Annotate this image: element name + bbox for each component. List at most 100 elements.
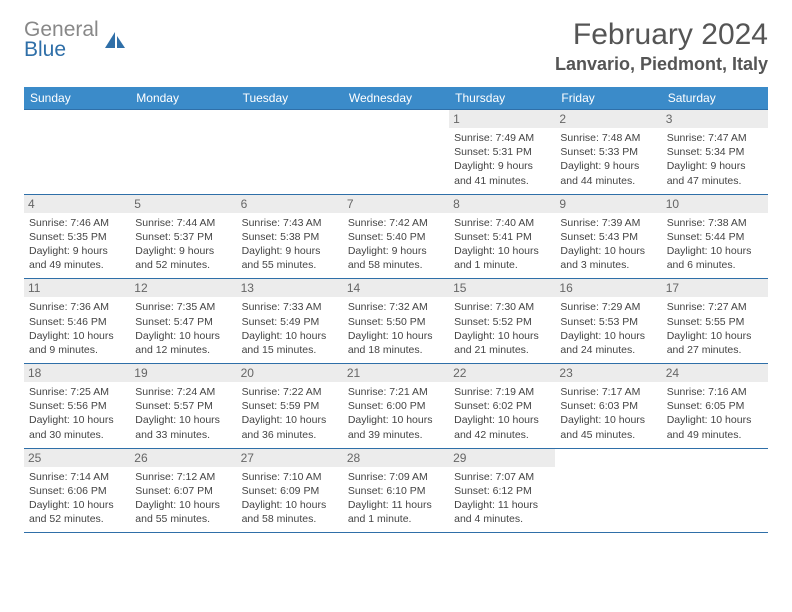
week-row: 4Sunrise: 7:46 AMSunset: 5:35 PMDaylight…: [24, 194, 768, 279]
daylight-text: Daylight: 10 hours and 49 minutes.: [667, 413, 763, 441]
daylight-text: Daylight: 10 hours and 21 minutes.: [454, 329, 550, 357]
daylight-text: Daylight: 11 hours and 4 minutes.: [454, 498, 550, 526]
sunrise-text: Sunrise: 7:36 AM: [29, 300, 125, 314]
day-number: 1: [449, 110, 555, 128]
day-number: 26: [130, 449, 236, 467]
sunrise-text: Sunrise: 7:12 AM: [135, 470, 231, 484]
day-number: 20: [237, 364, 343, 382]
day-number: 25: [24, 449, 130, 467]
sunset-text: Sunset: 6:12 PM: [454, 484, 550, 498]
sun-info: Sunrise: 7:12 AMSunset: 6:07 PMDaylight:…: [135, 470, 231, 527]
sunset-text: Sunset: 6:07 PM: [135, 484, 231, 498]
day-number: 24: [662, 364, 768, 382]
sunrise-text: Sunrise: 7:46 AM: [29, 216, 125, 230]
day-number: 17: [662, 279, 768, 297]
day-cell: [24, 110, 130, 195]
daylight-text: Daylight: 10 hours and 18 minutes.: [348, 329, 444, 357]
sunrise-text: Sunrise: 7:17 AM: [560, 385, 656, 399]
header: General Blue February 2024 Lanvario, Pie…: [24, 18, 768, 75]
sunset-text: Sunset: 5:43 PM: [560, 230, 656, 244]
title-block: February 2024 Lanvario, Piedmont, Italy: [555, 18, 768, 75]
day-cell: [343, 110, 449, 195]
day-number: 4: [24, 195, 130, 213]
sunrise-text: Sunrise: 7:07 AM: [454, 470, 550, 484]
day-number: 3: [662, 110, 768, 128]
day-number: 28: [343, 449, 449, 467]
daylight-text: Daylight: 10 hours and 9 minutes.: [29, 329, 125, 357]
day-cell: 1 Sunrise: 7:49 AMSunset: 5:31 PMDaylight…: [449, 110, 555, 195]
sun-info: Sunrise: 7:07 AMSunset: 6:12 PMDaylight:…: [454, 470, 550, 527]
sunrise-text: Sunrise: 7:48 AM: [560, 131, 656, 145]
day-cell: [130, 110, 236, 195]
day-header-row: SundayMondayTuesdayWednesdayThursdayFrid…: [24, 87, 768, 110]
daylight-text: Daylight: 9 hours and 49 minutes.: [29, 244, 125, 272]
daylight-text: Daylight: 10 hours and 45 minutes.: [560, 413, 656, 441]
day-cell: [662, 448, 768, 533]
day-number: 12: [130, 279, 236, 297]
sun-info: Sunrise: 7:40 AMSunset: 5:41 PMDaylight:…: [454, 216, 550, 273]
day-cell: 6 Sunrise: 7:43 AMSunset: 5:38 PMDaylight…: [237, 194, 343, 279]
sun-info: Sunrise: 7:10 AMSunset: 6:09 PMDaylight:…: [242, 470, 338, 527]
day-number: 8: [449, 195, 555, 213]
sun-info: Sunrise: 7:48 AMSunset: 5:33 PMDaylight:…: [560, 131, 656, 188]
week-row: 1Sunrise: 7:49 AMSunset: 5:31 PMDaylight…: [24, 110, 768, 195]
week-row: 25Sunrise: 7:14 AMSunset: 6:06 PMDayligh…: [24, 448, 768, 533]
month-title: February 2024: [555, 18, 768, 52]
sunrise-text: Sunrise: 7:35 AM: [135, 300, 231, 314]
day-cell: 27Sunrise: 7:10 AMSunset: 6:09 PMDayligh…: [237, 448, 343, 533]
day-cell: 18Sunrise: 7:25 AMSunset: 5:56 PMDayligh…: [24, 364, 130, 449]
day-cell: 3Sunrise: 7:47 AMSunset: 5:34 PMDaylight…: [662, 110, 768, 195]
sunrise-text: Sunrise: 7:47 AM: [667, 131, 763, 145]
day-number: 21: [343, 364, 449, 382]
day-cell: 15Sunrise: 7:30 AMSunset: 5:52 PMDayligh…: [449, 279, 555, 364]
day-cell: 23 Sunrise: 7:17 AMSunset: 6:03 PMDayligh…: [555, 364, 661, 449]
day-cell: 13Sunrise: 7:33 AMSunset: 5:49 PMDayligh…: [237, 279, 343, 364]
sunset-text: Sunset: 6:02 PM: [454, 399, 550, 413]
daylight-text: Daylight: 10 hours and 3 minutes.: [560, 244, 656, 272]
day-cell: 16 Sunrise: 7:29 AMSunset: 5:53 PMDayligh…: [555, 279, 661, 364]
sun-info: Sunrise: 7:17 AMSunset: 6:03 PMDaylight:…: [560, 385, 656, 442]
sunset-text: Sunset: 6:03 PM: [560, 399, 656, 413]
sun-info: Sunrise: 7:27 AMSunset: 5:55 PMDaylight:…: [667, 300, 763, 357]
sunset-text: Sunset: 6:05 PM: [667, 399, 763, 413]
sunset-text: Sunset: 5:38 PM: [242, 230, 338, 244]
day-number: 16: [555, 279, 661, 297]
sunset-text: Sunset: 5:40 PM: [348, 230, 444, 244]
daylight-text: Daylight: 9 hours and 55 minutes.: [242, 244, 338, 272]
logo-text-block: General Blue: [24, 18, 99, 62]
sun-info: Sunrise: 7:32 AMSunset: 5:50 PMDaylight:…: [348, 300, 444, 357]
day-number: 10: [662, 195, 768, 213]
day-cell: 22Sunrise: 7:19 AMSunset: 6:02 PMDayligh…: [449, 364, 555, 449]
day-number: 6: [237, 195, 343, 213]
daylight-text: Daylight: 10 hours and 15 minutes.: [242, 329, 338, 357]
daylight-text: Daylight: 10 hours and 1 minute.: [454, 244, 550, 272]
day-number: 29: [449, 449, 555, 467]
sunrise-text: Sunrise: 7:49 AM: [454, 131, 550, 145]
daylight-text: Daylight: 9 hours and 52 minutes.: [135, 244, 231, 272]
sun-info: Sunrise: 7:49 AMSunset: 5:31 PMDaylight:…: [454, 131, 550, 188]
daylight-text: Daylight: 9 hours and 47 minutes.: [667, 159, 763, 187]
day-cell: 24Sunrise: 7:16 AMSunset: 6:05 PMDayligh…: [662, 364, 768, 449]
sun-info: Sunrise: 7:33 AMSunset: 5:49 PMDaylight:…: [242, 300, 338, 357]
sun-info: Sunrise: 7:29 AMSunset: 5:53 PMDaylight:…: [560, 300, 656, 357]
sunset-text: Sunset: 5:59 PM: [242, 399, 338, 413]
sunrise-text: Sunrise: 7:43 AM: [242, 216, 338, 230]
sunset-text: Sunset: 5:31 PM: [454, 145, 550, 159]
sunrise-text: Sunrise: 7:10 AM: [242, 470, 338, 484]
sunrise-text: Sunrise: 7:09 AM: [348, 470, 444, 484]
day-number: 7: [343, 195, 449, 213]
sunset-text: Sunset: 5:35 PM: [29, 230, 125, 244]
location-subtitle: Lanvario, Piedmont, Italy: [555, 54, 768, 75]
day-number: 23: [555, 364, 661, 382]
day-cell: 28Sunrise: 7:09 AMSunset: 6:10 PMDayligh…: [343, 448, 449, 533]
sunset-text: Sunset: 5:56 PM: [29, 399, 125, 413]
week-row: 11Sunrise: 7:36 AMSunset: 5:46 PMDayligh…: [24, 279, 768, 364]
sun-info: Sunrise: 7:24 AMSunset: 5:57 PMDaylight:…: [135, 385, 231, 442]
day-header: Monday: [130, 87, 236, 110]
day-cell: 7Sunrise: 7:42 AMSunset: 5:40 PMDaylight…: [343, 194, 449, 279]
day-cell: 12Sunrise: 7:35 AMSunset: 5:47 PMDayligh…: [130, 279, 236, 364]
daylight-text: Daylight: 9 hours and 44 minutes.: [560, 159, 656, 187]
sunset-text: Sunset: 5:53 PM: [560, 315, 656, 329]
day-cell: 10Sunrise: 7:38 AMSunset: 5:44 PMDayligh…: [662, 194, 768, 279]
sun-info: Sunrise: 7:30 AMSunset: 5:52 PMDaylight:…: [454, 300, 550, 357]
